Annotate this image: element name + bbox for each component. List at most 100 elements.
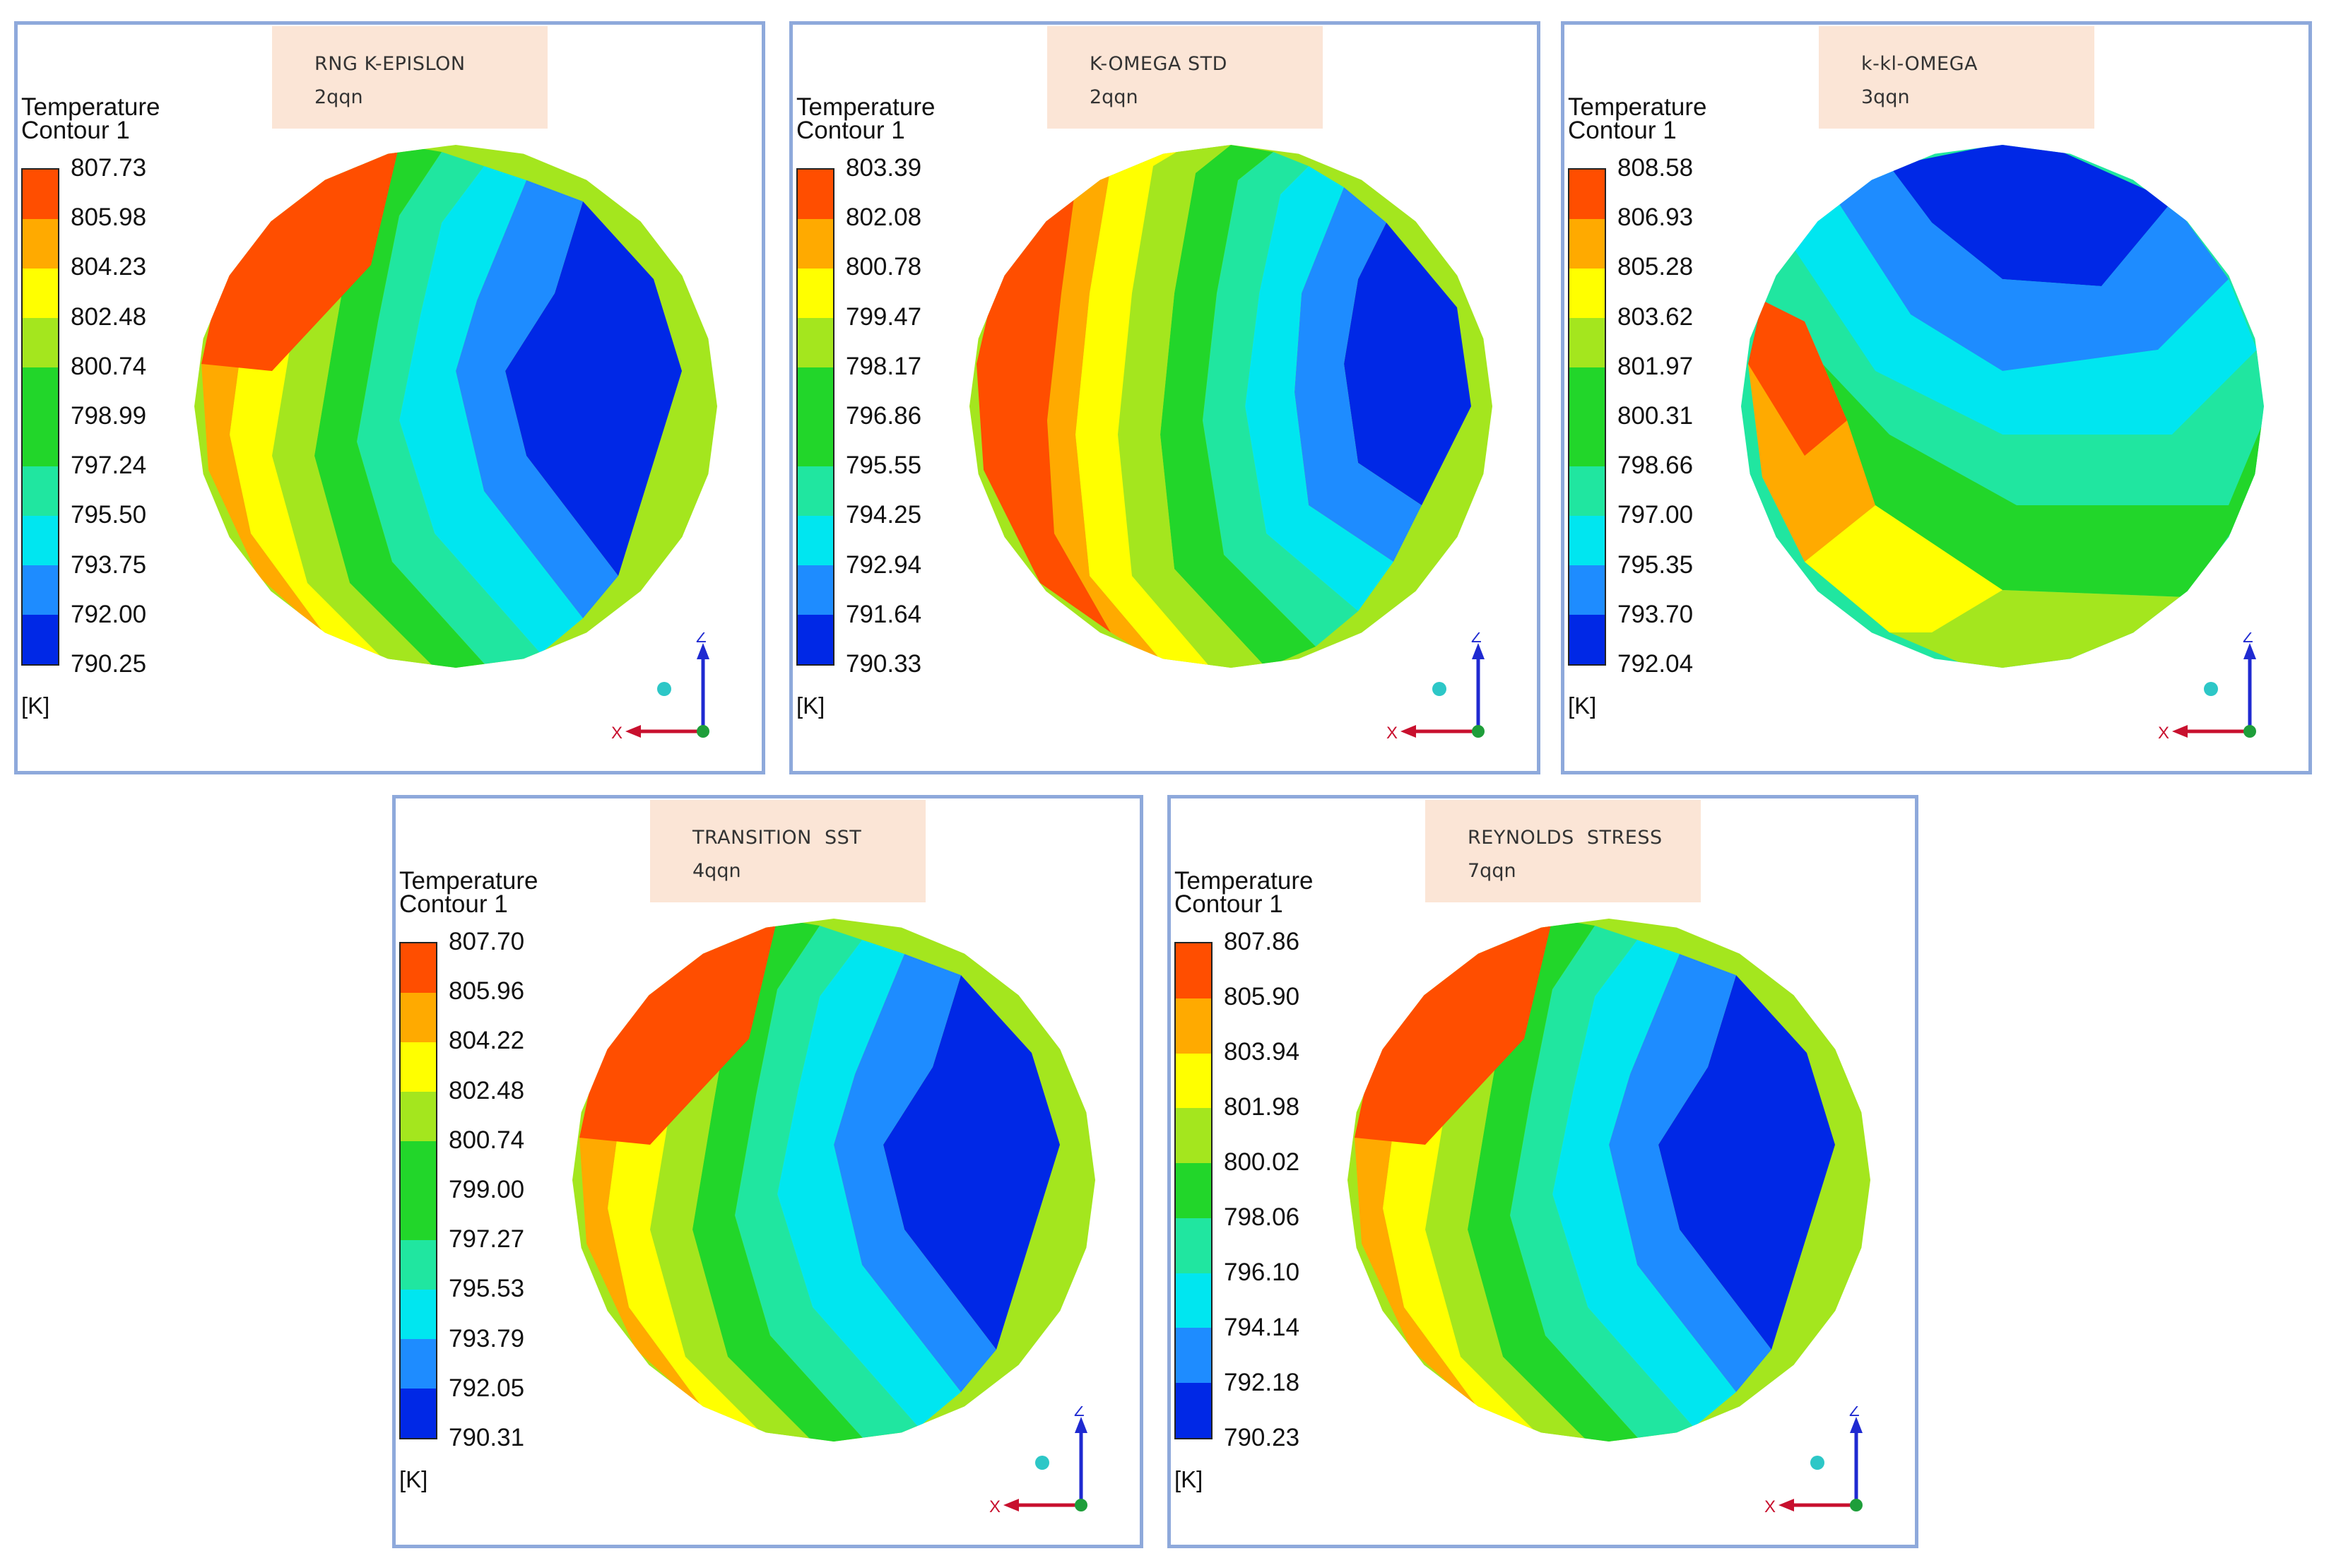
contour-band <box>735 926 919 1442</box>
legend-color-cell <box>401 1240 436 1290</box>
legend-title: Temperature Contour 1 <box>1568 93 1707 144</box>
legend-title: Temperature Contour 1 <box>796 95 935 144</box>
legend-color-cell <box>23 466 58 516</box>
legend-tick-label: 804.23 <box>71 253 147 281</box>
z-axis-label: Z <box>1849 1406 1860 1420</box>
temperature-contour-plot <box>194 145 717 668</box>
legend-tick-label: 800.74 <box>71 352 147 380</box>
temperature-contour-plot <box>1347 919 1870 1442</box>
legend-title-line1: Temperature <box>1568 93 1707 121</box>
legend-color-cell <box>798 615 833 664</box>
legend-tick-label: 796.86 <box>846 402 922 430</box>
contour-band <box>777 940 961 1427</box>
contour-band <box>456 180 618 618</box>
view-sphere-icon <box>1035 1456 1049 1470</box>
legend-tick-label: 792.04 <box>1617 650 1694 678</box>
legend-color-cell <box>23 219 58 269</box>
legend-color-cell <box>401 1339 436 1389</box>
legend-tick-label: 799.47 <box>846 302 922 331</box>
legend-tick-label: 802.08 <box>846 204 922 232</box>
legend-title-line2: Contour 1 <box>1568 117 1677 144</box>
legend-color-cell <box>1176 1163 1211 1218</box>
model-name: REYNOLDS STRESS <box>1468 827 1663 849</box>
legend-tick-label: 798.66 <box>1617 452 1694 480</box>
z-axis-arrowhead-icon <box>1075 1417 1087 1433</box>
x-axis-arrowhead-icon <box>2172 725 2188 738</box>
axis-triad: ZX <box>1386 632 1485 743</box>
legend-tick-label: 807.86 <box>1224 928 1300 955</box>
model-label-box: RNG K-EPISLON 2qqn <box>272 26 548 129</box>
contour-band <box>1748 300 2264 597</box>
contour-band <box>1118 145 1266 668</box>
legend-tick-label: 800.74 <box>449 1126 525 1154</box>
contour-band <box>1344 223 1471 505</box>
legend-color-cell <box>1569 565 1605 615</box>
legend-tick-label: 790.23 <box>1224 1424 1300 1451</box>
y-axis-origin-icon <box>2243 725 2256 738</box>
legend-tick-label: 793.70 <box>1617 600 1694 628</box>
legend-color-cell <box>1569 516 1605 565</box>
x-axis-arrowhead-icon <box>1003 1499 1019 1511</box>
view-sphere-icon <box>657 682 671 696</box>
legend-tick-label: 795.35 <box>1617 550 1694 579</box>
legend-tick-label: 800.78 <box>846 253 922 281</box>
color-legend-bar <box>399 942 437 1439</box>
contour-band <box>883 975 1060 1350</box>
legend-tick-label: 790.33 <box>846 650 922 678</box>
legend-color-cell <box>798 565 833 615</box>
legend-color-cell <box>401 993 436 1042</box>
contour-band <box>1245 166 1393 611</box>
panel-k-kl-omega: k-kl-OMEGA 3qqn Temperature Contour 1 808.58… <box>1561 21 2312 774</box>
legend-tick-label: 794.25 <box>846 501 922 529</box>
legend-tick-label: 792.18 <box>1224 1369 1300 1396</box>
legend-color-cell <box>798 367 833 417</box>
legend-color-cell <box>401 1141 436 1191</box>
unit-label: [K] <box>1568 692 1597 719</box>
contour-band <box>357 152 541 668</box>
contour-band <box>1552 940 1736 1427</box>
color-legend-bar <box>1174 942 1213 1439</box>
legend-color-cell <box>1176 1108 1211 1164</box>
z-axis-arrowhead-icon <box>1850 1417 1863 1433</box>
view-sphere-icon <box>1810 1456 1824 1470</box>
legend-tick-label: 790.25 <box>71 650 147 678</box>
contour-band <box>1294 187 1422 562</box>
contour-band <box>1075 145 1217 668</box>
model-name: K-OMEGA STD <box>1090 53 1227 75</box>
contour-band <box>1609 954 1771 1392</box>
mesh-label: 3qqn <box>1861 86 1910 108</box>
y-axis-origin-icon <box>1850 1499 1863 1511</box>
contour-band <box>505 201 682 576</box>
legend-color-cell <box>401 1042 436 1092</box>
y-axis-origin-icon <box>1075 1499 1087 1511</box>
legend-color-cell <box>1176 998 1211 1054</box>
legend-title-line2: Contour 1 <box>796 117 905 144</box>
contour-band <box>1658 975 1835 1350</box>
legend-color-cell <box>401 1092 436 1141</box>
view-sphere-icon <box>2204 682 2218 696</box>
z-axis-label: Z <box>1074 1406 1085 1420</box>
legend-color-cell <box>1176 1218 1211 1273</box>
legend-title: Temperature Contour 1 <box>21 95 160 143</box>
z-axis-label: Z <box>2243 632 2253 647</box>
legend-tick-label: 805.98 <box>71 204 147 232</box>
model-label-box: k-kl-OMEGA 3qqn <box>1819 26 2094 129</box>
contour-band <box>201 145 399 371</box>
y-axis-origin-icon <box>1472 725 1485 738</box>
axis-triad: ZX <box>989 1406 1087 1516</box>
legend-tick-label: 795.50 <box>71 501 147 529</box>
legend-tick-label: 807.73 <box>71 154 147 182</box>
legend-tick-label: 798.99 <box>71 402 147 430</box>
legend-tick-label: 801.97 <box>1617 352 1694 380</box>
unit-label: [K] <box>1174 1466 1203 1492</box>
legend-tick-label: 791.64 <box>846 600 922 628</box>
legend-color-cell <box>401 943 436 993</box>
legend-tick-label: 793.75 <box>71 550 147 579</box>
x-axis-label: X <box>611 724 623 743</box>
legend-tick-label: 793.79 <box>449 1324 525 1352</box>
mesh-label: 2qqn <box>314 86 363 108</box>
temperature-contour-plot <box>572 919 1095 1442</box>
legend-tick-label: 803.94 <box>1224 1038 1300 1066</box>
legend-color-cell <box>1569 466 1605 516</box>
temperature-contour-plot <box>969 145 1492 668</box>
